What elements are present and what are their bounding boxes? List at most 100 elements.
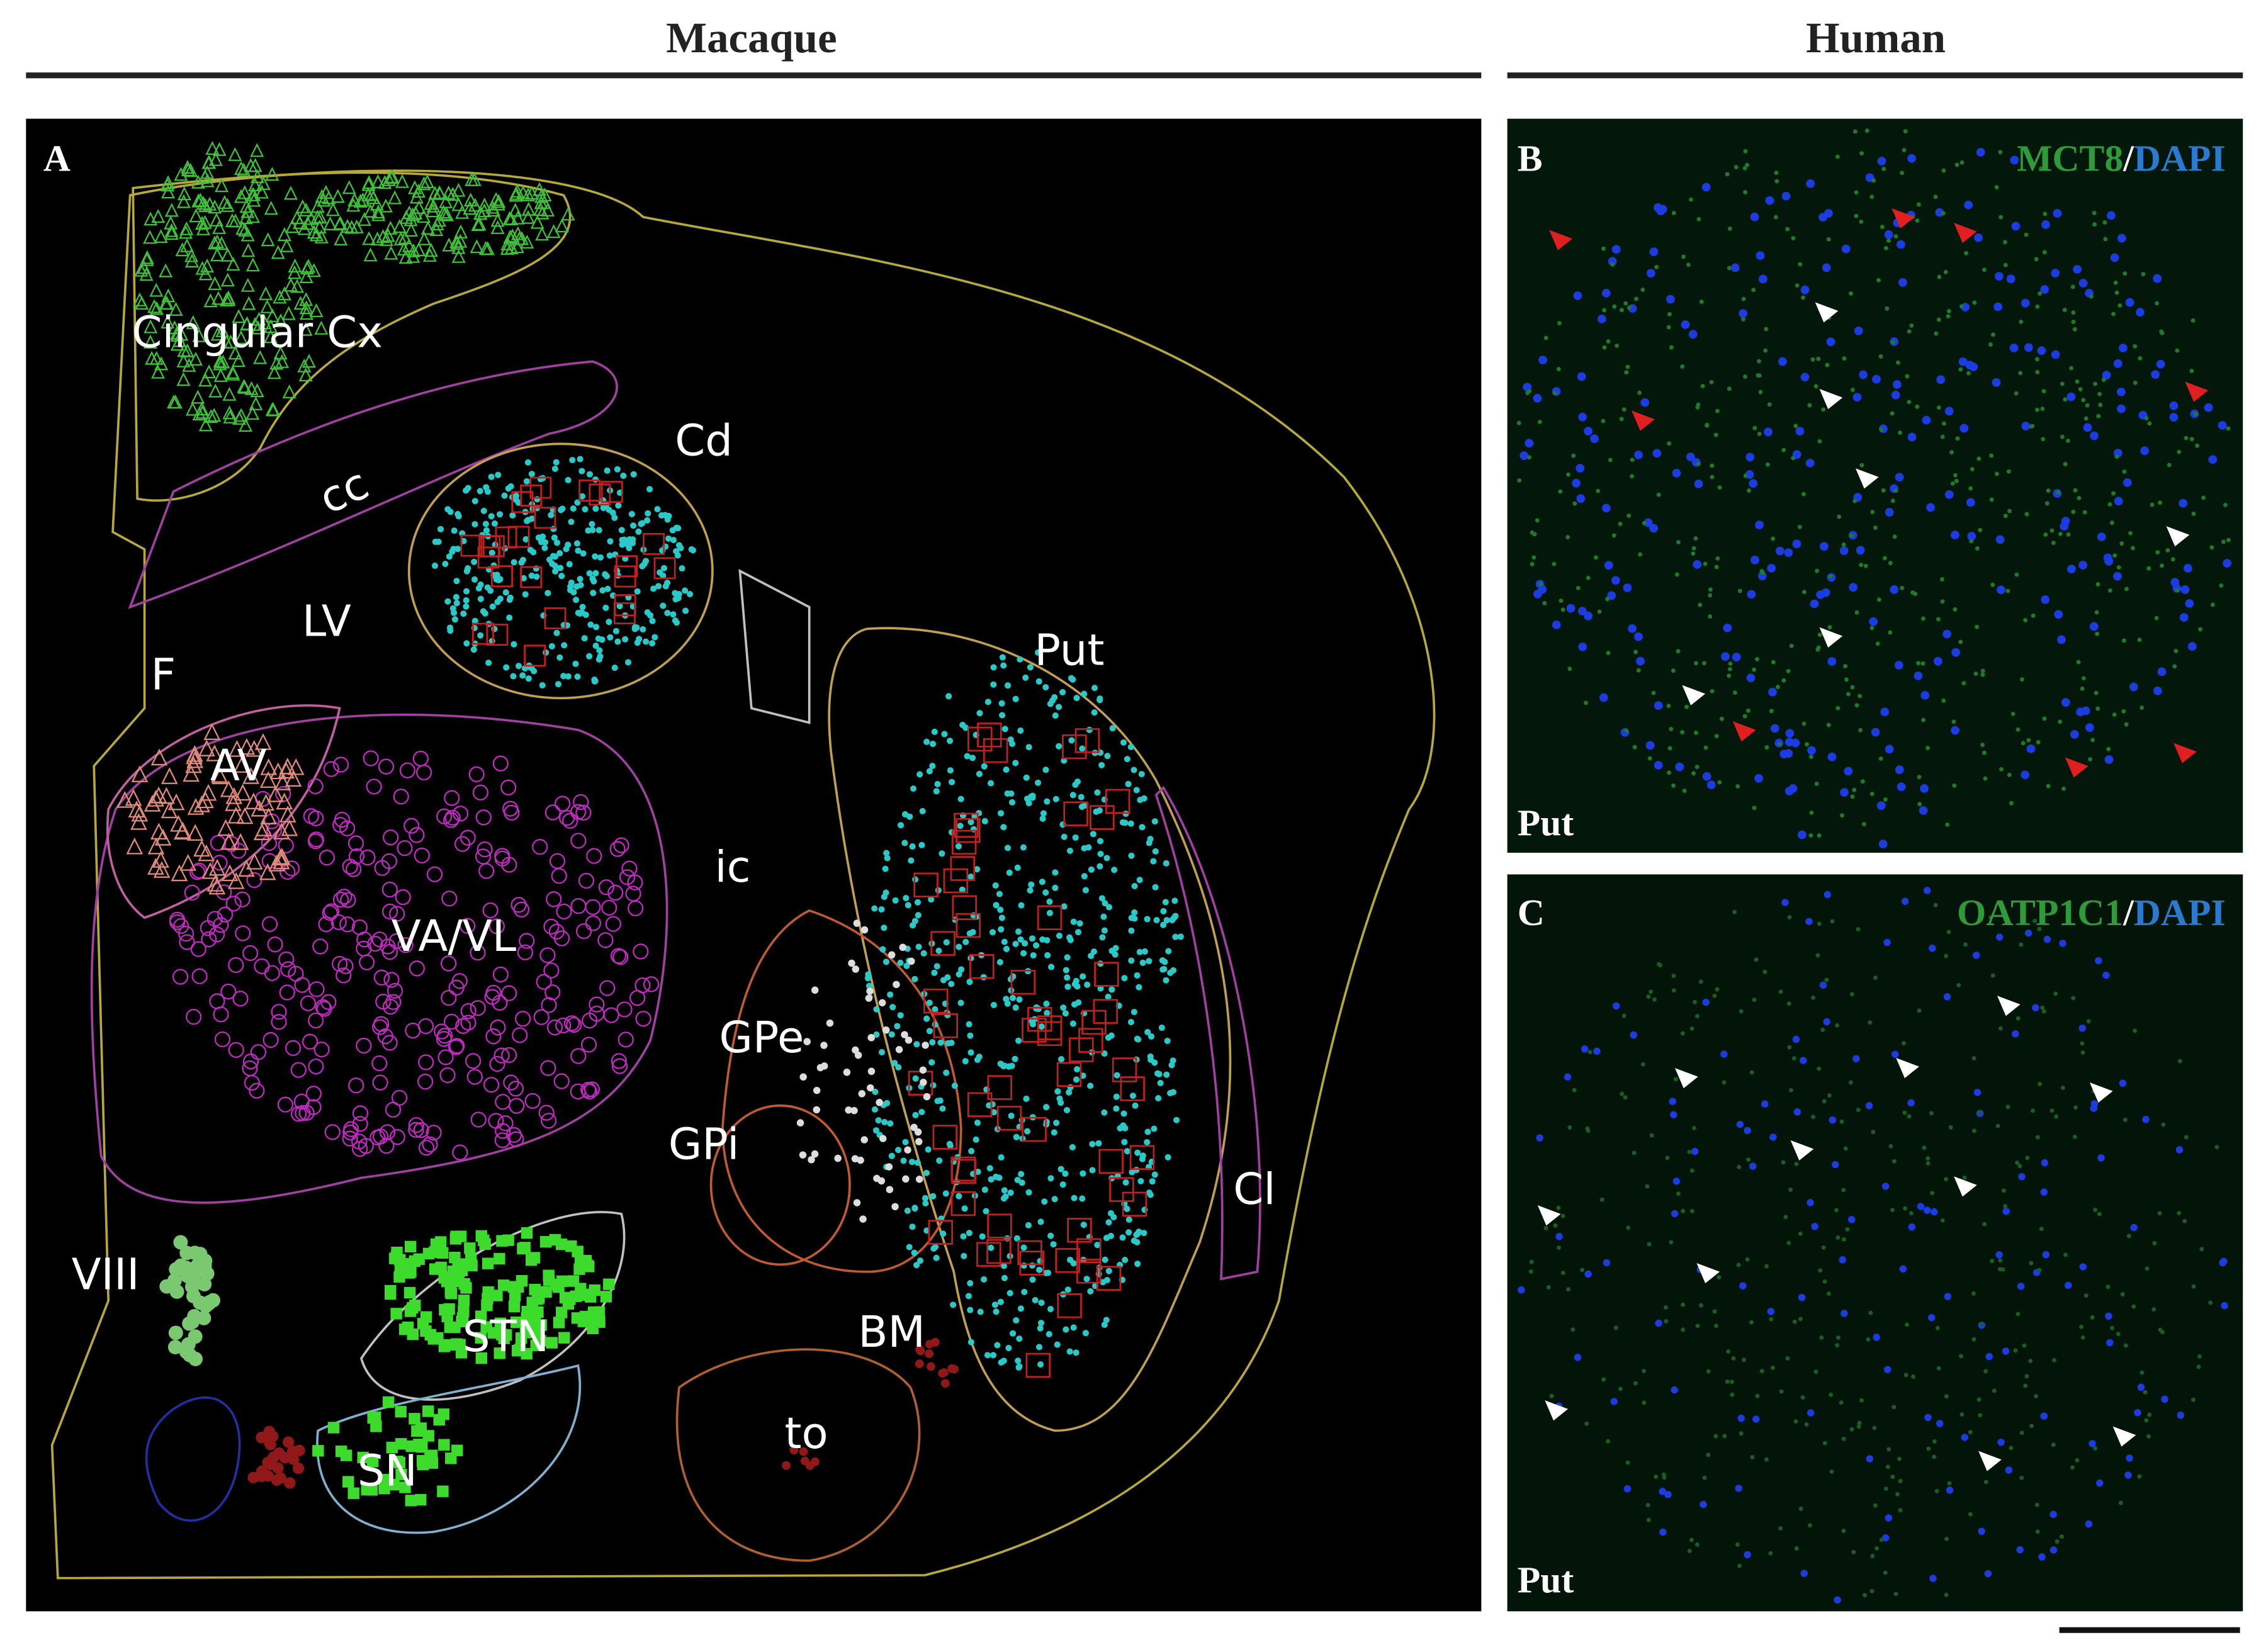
cell xyxy=(478,863,495,879)
cell xyxy=(976,770,983,777)
cell xyxy=(1136,948,1143,955)
cell xyxy=(262,1031,279,1048)
cell xyxy=(1012,695,1019,702)
cell xyxy=(1017,1305,1024,1312)
cell xyxy=(459,918,476,934)
cell xyxy=(1089,1140,1096,1147)
cell xyxy=(2006,274,2015,284)
cell xyxy=(194,401,209,416)
cell xyxy=(1076,1238,1102,1264)
cell xyxy=(2063,462,2068,466)
cell xyxy=(184,884,200,901)
cell xyxy=(1586,1128,1591,1133)
cell xyxy=(1866,1455,1874,1463)
cell xyxy=(955,1193,962,1200)
cell xyxy=(417,176,431,191)
cell xyxy=(220,198,235,212)
cell xyxy=(509,512,516,519)
cell xyxy=(1994,185,1999,190)
cell xyxy=(811,986,819,994)
cell xyxy=(871,905,878,912)
cell xyxy=(2082,510,2087,515)
cell xyxy=(1096,697,1103,704)
cell xyxy=(586,570,593,577)
cell xyxy=(592,570,599,576)
cell xyxy=(1890,1475,1895,1479)
cell xyxy=(186,1009,202,1025)
cell xyxy=(1044,1009,1051,1016)
cell xyxy=(273,848,291,865)
cell xyxy=(334,231,348,245)
cell xyxy=(1839,546,1849,555)
cell xyxy=(1893,234,1898,239)
cell xyxy=(1869,617,1878,626)
cell xyxy=(2124,587,2129,592)
cell xyxy=(312,1445,324,1457)
cell xyxy=(1628,624,1637,633)
cell xyxy=(409,960,425,977)
cell xyxy=(1857,694,1863,699)
cell xyxy=(1769,709,1774,714)
cell xyxy=(990,1001,997,1008)
cell xyxy=(357,1451,369,1464)
cell xyxy=(1835,154,1840,159)
cell xyxy=(1883,938,1891,947)
cell xyxy=(1074,728,1100,753)
cell xyxy=(1798,1293,1806,1301)
cell xyxy=(1033,942,1040,949)
cell xyxy=(1920,691,1930,700)
cell xyxy=(1127,1018,1135,1026)
cell xyxy=(1823,1018,1830,1026)
cell xyxy=(1817,921,1822,926)
cell xyxy=(2024,343,2033,352)
cell xyxy=(522,591,529,598)
cell xyxy=(397,840,413,857)
cell xyxy=(503,229,517,244)
cell xyxy=(1090,805,1115,830)
cell xyxy=(1883,797,1888,802)
cell xyxy=(577,576,583,583)
cell xyxy=(605,916,621,932)
cell xyxy=(1078,794,1085,801)
region-label: SN xyxy=(358,1446,417,1497)
cell xyxy=(2066,532,2071,537)
cell xyxy=(2051,269,2060,278)
cell xyxy=(1703,745,1708,750)
cell xyxy=(161,184,176,199)
cell xyxy=(969,755,976,761)
cell xyxy=(1691,546,1696,551)
cell xyxy=(279,984,295,1001)
cell xyxy=(1576,494,1586,503)
cell xyxy=(2034,1502,2039,1507)
cell xyxy=(1139,824,1146,831)
cell xyxy=(1602,503,1611,513)
cell xyxy=(161,314,175,329)
cell xyxy=(248,317,262,331)
cell xyxy=(2102,971,2110,979)
cell xyxy=(510,183,524,198)
cell xyxy=(147,789,164,807)
cell xyxy=(1676,1191,1681,1196)
cell xyxy=(244,158,258,172)
cell xyxy=(395,889,411,906)
cell xyxy=(1103,1317,1110,1323)
cell xyxy=(1659,1528,1667,1536)
cell xyxy=(1989,497,1994,502)
cell xyxy=(1013,1235,1020,1242)
cell xyxy=(673,524,680,531)
cell xyxy=(1859,563,1864,568)
cell xyxy=(1880,225,1885,229)
cell xyxy=(220,833,237,850)
cell xyxy=(1665,1155,1670,1160)
cell xyxy=(1029,1262,1036,1269)
cell xyxy=(484,989,500,1005)
cell xyxy=(611,514,618,521)
cell xyxy=(1691,771,1696,776)
cell xyxy=(1015,1357,1022,1364)
cell xyxy=(446,186,460,201)
cell xyxy=(920,950,927,957)
cell xyxy=(1680,730,1685,734)
cell xyxy=(1008,1062,1015,1069)
cell xyxy=(916,1257,924,1264)
cell xyxy=(1893,1592,1898,1596)
